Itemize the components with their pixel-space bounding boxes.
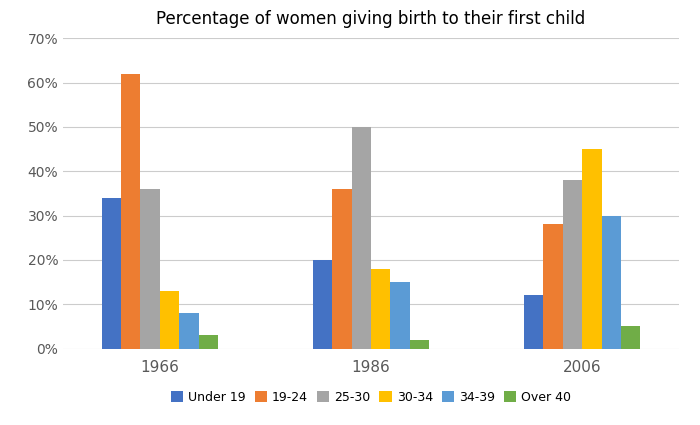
Bar [371, 269, 391, 348]
Bar [332, 189, 351, 348]
Bar [524, 295, 543, 348]
Bar [563, 180, 582, 348]
Bar [543, 224, 563, 348]
Bar [141, 189, 160, 348]
Legend: Under 19, 19-24, 25-30, 30-34, 34-39, Over 40: Under 19, 19-24, 25-30, 30-34, 34-39, Ov… [166, 386, 576, 409]
Bar [199, 335, 218, 348]
Bar [160, 291, 179, 348]
Bar [179, 313, 199, 348]
Bar [351, 127, 371, 348]
Bar [121, 74, 141, 348]
Bar [313, 260, 332, 348]
Bar [582, 149, 601, 348]
Title: Percentage of women giving birth to their first child: Percentage of women giving birth to thei… [156, 10, 586, 28]
Bar [102, 198, 121, 348]
Bar [410, 340, 429, 348]
Bar [601, 215, 621, 348]
Bar [621, 326, 640, 348]
Bar [391, 282, 409, 348]
